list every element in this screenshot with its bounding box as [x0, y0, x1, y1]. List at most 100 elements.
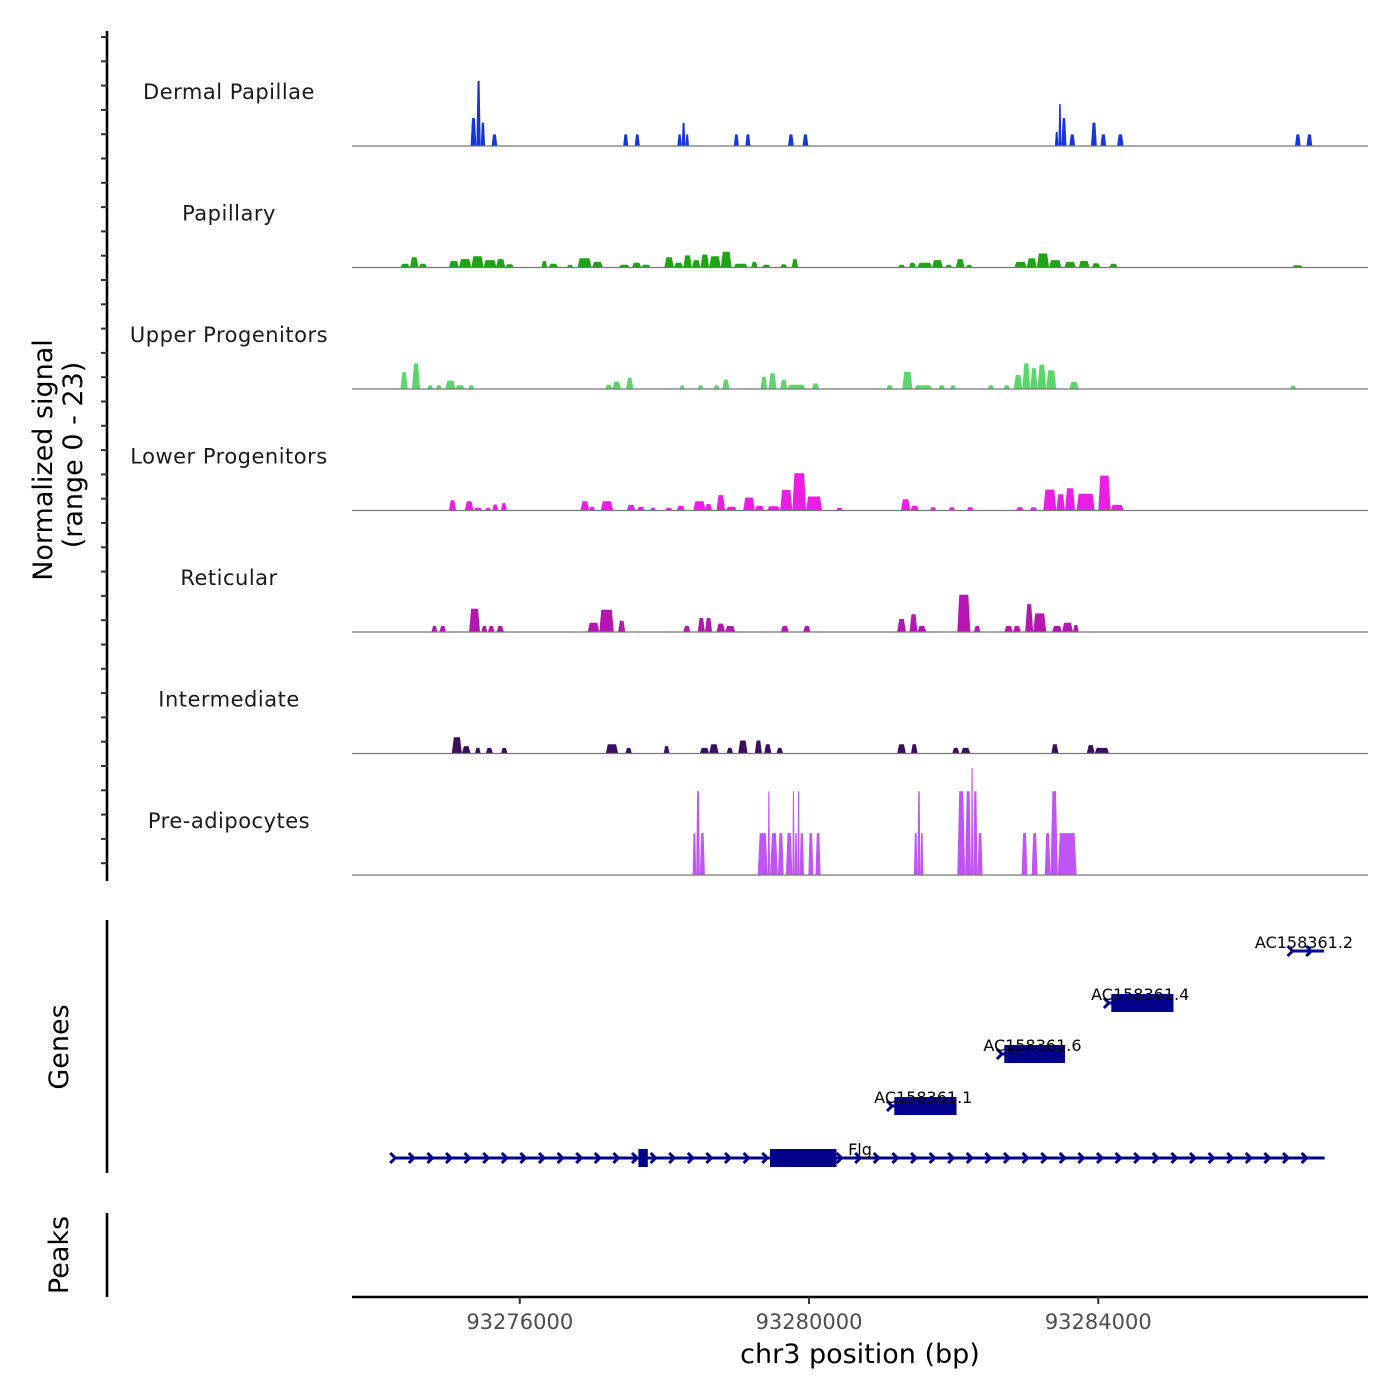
exon	[894, 1097, 957, 1115]
coverage-peak	[599, 609, 614, 632]
coverage-peak	[1031, 833, 1038, 875]
coverage-peak	[1094, 747, 1110, 754]
coverage-peak	[806, 496, 822, 511]
strand-arrow-icon	[1040, 1151, 1049, 1165]
coverage-peak	[673, 262, 684, 268]
coverage-peak	[676, 505, 685, 511]
coverage-peak	[787, 384, 806, 389]
coverage-peak	[699, 747, 710, 754]
track-label: Upper Progenitors	[130, 323, 328, 347]
coverage-peak	[485, 747, 493, 754]
coverage-peak	[636, 506, 645, 511]
strand-arrow-icon	[1305, 944, 1314, 958]
gene-label: AC158361.2	[1255, 933, 1353, 952]
strand-arrow-icon	[1151, 1151, 1160, 1165]
strand-arrow-icon	[463, 1151, 472, 1165]
peaks-track-title: Peaks	[44, 1216, 75, 1294]
coverage-peak	[768, 373, 777, 389]
coverage-peak	[1073, 625, 1079, 632]
coverage-peak	[448, 261, 459, 268]
coverage-peak	[780, 626, 789, 632]
x-axis-ticks: 93276000 93280000 93284000	[466, 1297, 1152, 1334]
coverage-peak	[480, 122, 486, 146]
coverage-peak	[965, 791, 971, 875]
coverage-peak	[1026, 258, 1037, 268]
y-axis-title-line2: (range 0 - 23)	[58, 362, 89, 549]
coverage-peak	[1014, 261, 1027, 268]
track-pre-adipocytes: Pre-adipocytes	[148, 768, 1368, 876]
coverage-peak	[683, 626, 691, 632]
coverage-peak	[709, 744, 719, 754]
strand-arrow-icon	[995, 1047, 1005, 1061]
coverage-peak	[663, 746, 670, 754]
coverage-peak	[791, 259, 799, 268]
coverage-peak	[929, 507, 937, 511]
strand-arrow-icon	[1281, 1151, 1291, 1165]
coverage-peak	[886, 385, 893, 389]
coverage-peak	[909, 614, 918, 632]
coverage-peak	[722, 379, 730, 389]
coverage-peak	[897, 619, 906, 632]
coverage-peak	[697, 618, 705, 632]
coverage-peak	[580, 501, 590, 511]
strand-arrow-icon	[389, 1151, 398, 1165]
coverage-peak	[589, 506, 595, 511]
coverage-peak	[461, 746, 471, 754]
track-intermediate: Intermediate	[158, 688, 1368, 755]
coverage-peak	[1076, 493, 1095, 511]
strand-arrow-icon	[965, 1151, 974, 1165]
coverage-peak	[697, 385, 704, 389]
strand-arrow-icon	[854, 1151, 863, 1165]
coverage-peak	[455, 385, 465, 389]
coverage-peak	[1021, 833, 1028, 875]
strand-arrow-icon	[761, 1151, 770, 1165]
strand-arrow-icon	[668, 1151, 677, 1165]
coverage-peak	[470, 118, 477, 146]
coverage-peak	[948, 507, 956, 511]
coverage-peak	[1052, 626, 1063, 632]
strand-arrow-icon	[984, 1151, 993, 1165]
gene-flg: Flg	[389, 1140, 1325, 1167]
strand-arrow-icon	[482, 1151, 491, 1165]
coverage-peak	[902, 371, 913, 389]
coverage-peak	[780, 490, 793, 511]
coverage-peak	[792, 473, 807, 511]
track-lower-progenitors: Lower Progenitors	[130, 445, 1368, 512]
strand-arrow-icon	[1286, 944, 1295, 958]
track-papillary: Papillary	[182, 202, 1368, 269]
coverage-peak	[713, 385, 720, 389]
coverage-peak	[811, 383, 820, 389]
coverage-peak	[474, 747, 481, 754]
coverage-peak	[492, 504, 499, 511]
coverage-peak	[977, 833, 983, 875]
coverage-peak	[1046, 370, 1057, 389]
track-label: Papillary	[182, 202, 276, 226]
coverage-peak	[704, 504, 713, 511]
coverage-peak	[751, 261, 758, 268]
x-axis-title: chr3 position (bp)	[740, 1339, 980, 1370]
coverage-peak	[696, 791, 700, 875]
exon	[770, 1149, 837, 1167]
coverage-peak	[1013, 375, 1023, 389]
coverage-peak	[776, 747, 783, 754]
coverage-peak	[473, 507, 483, 511]
coverage-peak	[641, 264, 651, 268]
strand-arrow-icon	[885, 1099, 895, 1113]
coverage-peak	[1062, 622, 1073, 632]
strand-arrow-icon	[1226, 1151, 1235, 1165]
genes-track-title: Genes	[44, 1004, 75, 1089]
coverage-peak	[1061, 118, 1067, 146]
coverage-peak	[914, 385, 932, 389]
strand-arrow-icon	[426, 1151, 435, 1165]
coverage-peak	[1098, 475, 1111, 511]
coverage-peak	[1043, 489, 1057, 511]
coverage-peak	[738, 740, 748, 754]
coverage-peak	[803, 626, 811, 632]
coverage-peak	[469, 608, 480, 632]
coverage-peak	[634, 134, 640, 146]
coverage-peak	[709, 256, 721, 268]
track-label: Intermediate	[158, 688, 300, 712]
coverage-peak	[1049, 260, 1062, 268]
track-label: Reticular	[180, 566, 277, 590]
